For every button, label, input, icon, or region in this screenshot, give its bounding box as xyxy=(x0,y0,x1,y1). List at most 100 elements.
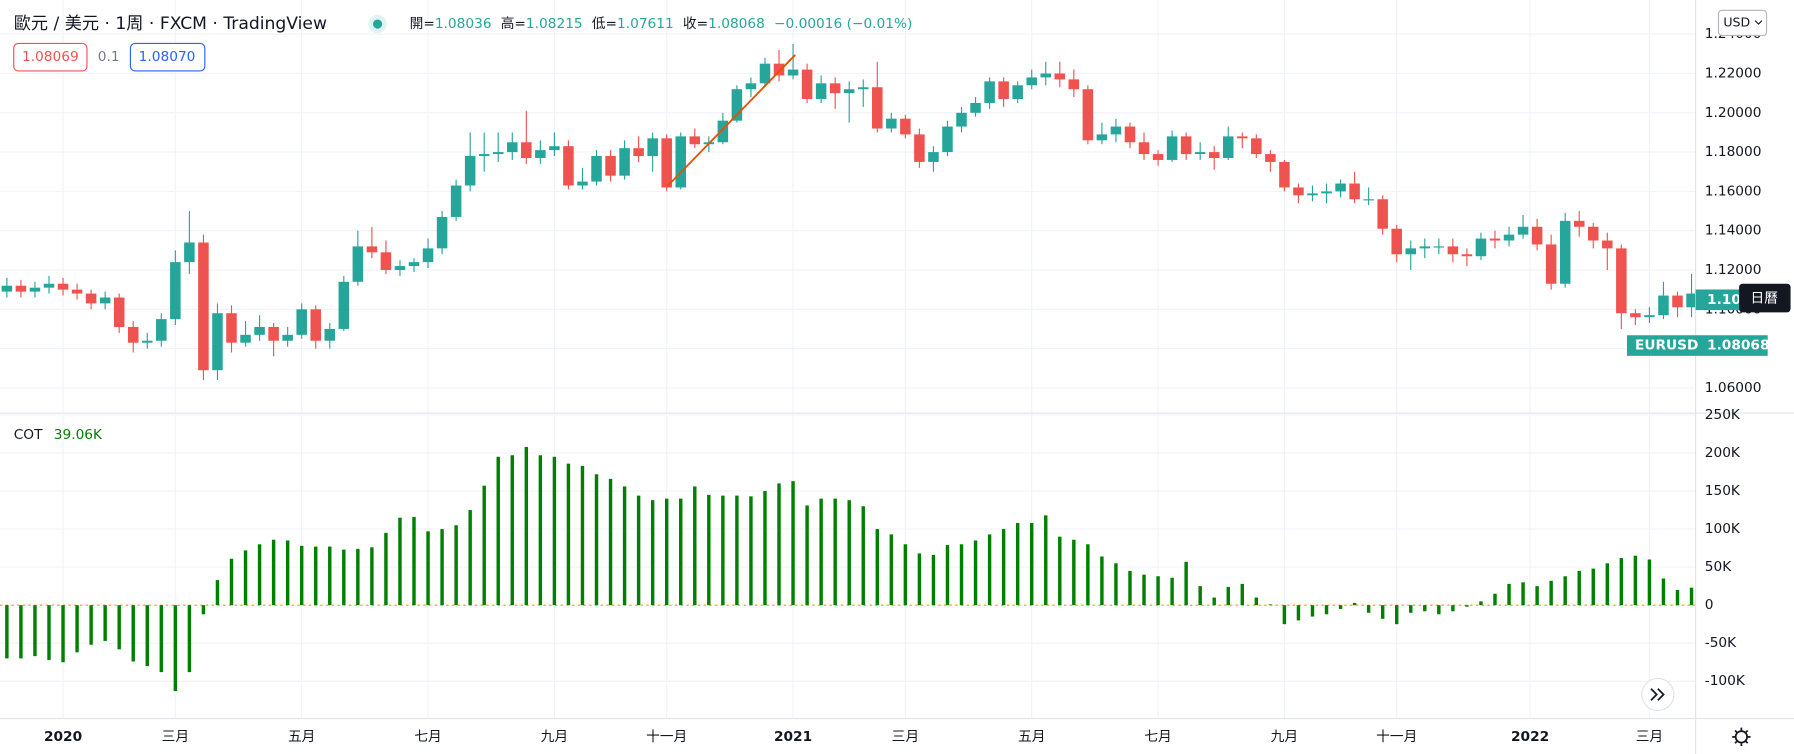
cot-bar xyxy=(931,554,936,606)
ohlc-legend: 開=1.08036 高=1.08215 低=1.07611 收=1.08068 −0.0… xyxy=(410,15,913,32)
candle-body xyxy=(1475,238,1487,257)
cot-bar xyxy=(257,544,262,606)
candle-body xyxy=(1293,187,1304,196)
candle-body xyxy=(886,118,897,129)
candle-body xyxy=(492,152,504,155)
y-tick-label: 1.22000 xyxy=(1705,65,1762,81)
cot-bar xyxy=(1114,563,1118,606)
ohlc-value: 1.08215 xyxy=(526,16,583,32)
cot-bar xyxy=(47,605,51,660)
candle-body xyxy=(99,297,111,304)
candle-body xyxy=(198,242,209,371)
sell-price[interactable]: 1.08069 xyxy=(22,49,79,65)
cot-bar xyxy=(75,605,79,653)
candle-body xyxy=(1672,295,1683,308)
y-tick-label: 50K xyxy=(1705,559,1732,575)
candle-body xyxy=(507,142,518,153)
candle-body xyxy=(787,69,799,76)
indicator-name[interactable]: COT xyxy=(14,427,43,443)
cot-bar xyxy=(1493,593,1497,606)
candle-body xyxy=(857,87,869,90)
cot-bar xyxy=(1170,577,1174,606)
candle-body xyxy=(759,63,771,84)
candle-body xyxy=(408,262,420,267)
candle-body xyxy=(1152,154,1164,160)
y-tick-label: 200K xyxy=(1705,445,1741,461)
cot-bar xyxy=(1563,576,1567,606)
cot-bar xyxy=(959,544,964,606)
sell-box[interactable] xyxy=(13,42,88,72)
candle-body xyxy=(745,83,757,90)
candle-body xyxy=(1391,228,1402,255)
cot-bar xyxy=(173,605,178,692)
cot-bar xyxy=(1058,536,1062,606)
cot-bar xyxy=(1465,605,1469,607)
cot-bar xyxy=(1282,605,1287,625)
cot-bar xyxy=(622,486,627,606)
candle-body xyxy=(310,309,321,341)
currency-button[interactable] xyxy=(1717,9,1768,37)
cot-bar xyxy=(159,605,164,673)
candle-body xyxy=(324,328,336,341)
candle-body xyxy=(619,148,630,176)
candle-body xyxy=(212,313,223,371)
candle-body xyxy=(29,287,41,292)
cot-bar xyxy=(1549,580,1553,606)
candle-body xyxy=(1110,126,1122,135)
cot-bar xyxy=(693,486,697,606)
price-tag-label: 1.10 xyxy=(1707,292,1741,308)
candle-body xyxy=(352,246,364,282)
candle-body xyxy=(1644,315,1655,318)
cot-bar xyxy=(1647,559,1652,606)
cot-bar xyxy=(1296,605,1301,621)
cot-bar xyxy=(819,498,823,606)
trend-line[interactable] xyxy=(666,54,796,188)
cot-bar xyxy=(1100,556,1104,606)
candle-body xyxy=(1124,126,1136,143)
cot-bar xyxy=(117,605,121,650)
candle-body xyxy=(142,340,153,343)
cot-bar xyxy=(1479,601,1483,606)
candle-body xyxy=(1559,220,1571,284)
x-tick-label: 三月 xyxy=(162,729,189,745)
candle-body xyxy=(296,309,307,335)
cot-bar xyxy=(987,534,992,606)
currency-label[interactable]: USD xyxy=(1723,14,1750,29)
cot-bar xyxy=(777,483,781,606)
candle-body xyxy=(1335,183,1346,192)
candle-body xyxy=(268,326,279,341)
badge-price: 1.08068 xyxy=(1707,338,1770,354)
calendar-tooltip xyxy=(1739,283,1791,313)
cot-bar xyxy=(973,540,978,606)
cot-bar xyxy=(861,506,865,606)
candle-body xyxy=(1447,246,1459,255)
symbol-title[interactable]: 歐元 / 美元 · 1周 · FXCM · TradingView xyxy=(14,14,327,34)
candle-body xyxy=(984,81,995,103)
buy-box[interactable] xyxy=(129,42,206,72)
cot-bar xyxy=(566,463,571,606)
spread: 0.1 xyxy=(98,49,120,65)
candle-body xyxy=(998,81,1009,100)
last-price-badge xyxy=(1626,335,1768,356)
y-tick-label: 0 xyxy=(1705,597,1714,613)
y-tick-label: 1.20000 xyxy=(1705,105,1762,121)
candle-body xyxy=(731,89,743,121)
candle-body xyxy=(577,181,588,186)
candle-body xyxy=(1222,136,1234,158)
candle-body xyxy=(1349,183,1360,200)
buy-price[interactable]: 1.08070 xyxy=(139,49,196,65)
y-tick-label: -100K xyxy=(1705,673,1746,689)
cot-bar xyxy=(664,498,669,606)
cot-bar xyxy=(805,505,809,606)
cot-bar xyxy=(903,544,908,606)
scroll-icon xyxy=(1650,688,1665,701)
cot-bar xyxy=(187,605,192,673)
x-tick-label: 十一月 xyxy=(1376,729,1417,745)
cot-bar xyxy=(103,605,107,641)
candle-body xyxy=(170,262,181,320)
candle-body xyxy=(282,334,293,341)
cot-bar xyxy=(1338,605,1343,609)
candle-body xyxy=(801,69,813,100)
cot-bar xyxy=(735,495,739,606)
